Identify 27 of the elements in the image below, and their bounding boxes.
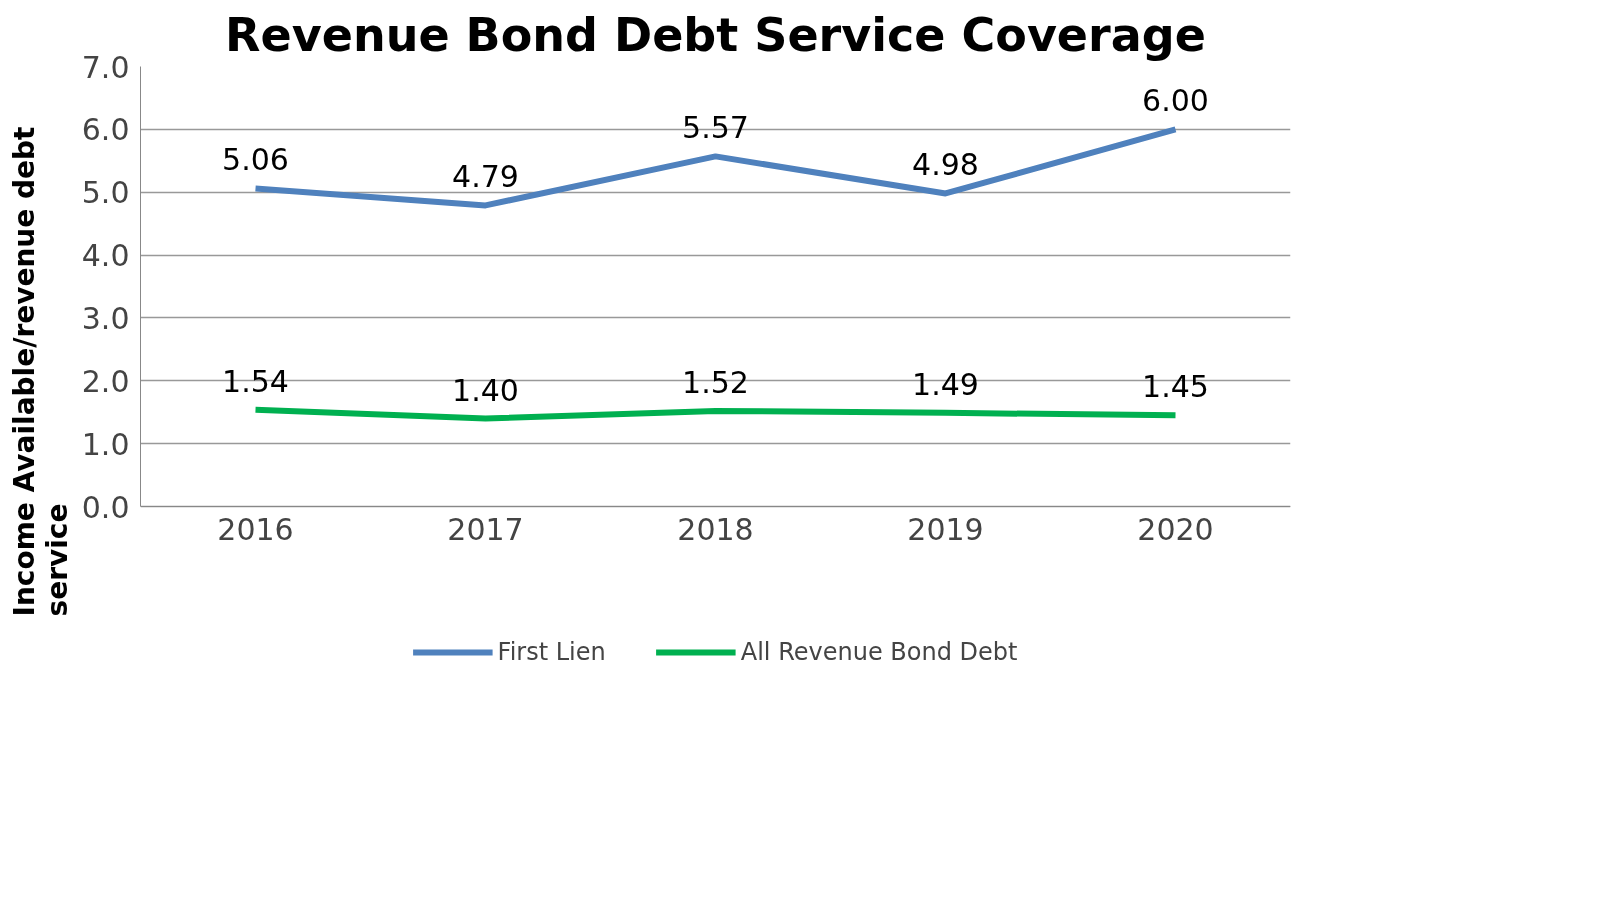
x-tick-label: 2018 [677, 511, 754, 547]
data-label: 4.79 [452, 159, 519, 195]
y-tick-label: 1.0 [81, 426, 130, 462]
data-label: 1.45 [1142, 369, 1209, 405]
y-tick-label: 7.0 [81, 49, 130, 85]
chart-title: Revenue Bond Debt Service Coverage [225, 7, 1206, 62]
legend-label: All Revenue Bond Debt [740, 638, 1018, 666]
y-tick-label: 3.0 [81, 300, 130, 336]
data-label: 5.57 [682, 110, 749, 146]
data-label: 5.06 [222, 142, 289, 178]
y-tick-label: 6.0 [81, 112, 130, 148]
y-tick-label: 2.0 [81, 363, 130, 399]
data-label: 1.52 [682, 364, 749, 400]
data-label: 1.49 [912, 366, 979, 402]
y-tick-label: 0.0 [81, 489, 130, 525]
y-axis-title: Income Available/revenue debt service [7, 126, 74, 617]
data-label: 6.00 [1142, 83, 1209, 119]
x-tick-label: 2017 [447, 511, 524, 547]
y-tick-label: 5.0 [81, 175, 130, 211]
legend-label: First Lien [497, 638, 606, 666]
x-tick-label: 2019 [907, 511, 984, 547]
data-label: 4.98 [912, 147, 979, 183]
x-tick-label: 2016 [217, 511, 294, 547]
data-label: 1.40 [452, 372, 519, 408]
y-tick-label: 4.0 [81, 238, 130, 274]
data-label: 1.54 [222, 363, 289, 399]
x-tick-label: 2020 [1137, 511, 1214, 547]
